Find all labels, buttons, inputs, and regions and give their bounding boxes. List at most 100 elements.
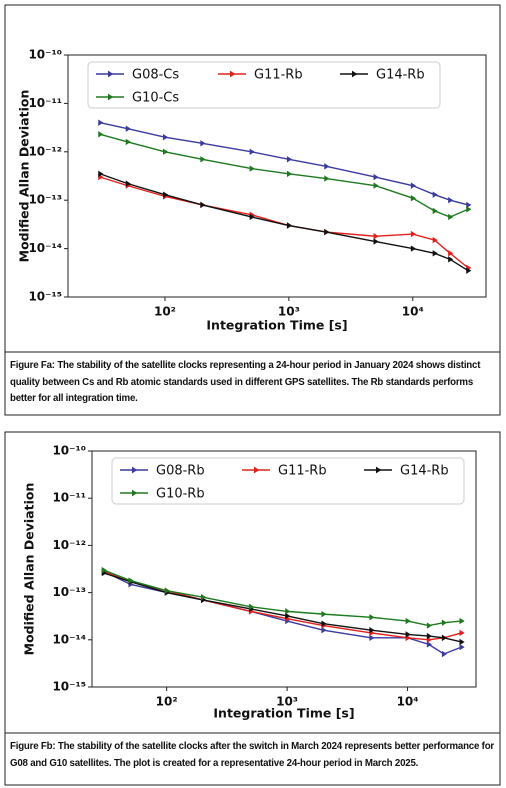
- x-tick-label: 10⁴: [397, 695, 419, 709]
- data-point: [321, 610, 327, 618]
- legend-marker: [253, 466, 260, 474]
- data-point: [101, 566, 107, 574]
- data-point: [163, 191, 169, 198]
- data-point: [432, 191, 438, 198]
- data-point: [200, 201, 206, 209]
- data-point: [249, 148, 255, 155]
- data-point: [432, 236, 438, 244]
- data-point: [285, 612, 291, 620]
- legend-label: G10-Cs: [132, 91, 179, 106]
- data-point: [459, 629, 465, 637]
- data-point: [373, 233, 379, 240]
- data-point: [163, 148, 169, 155]
- y-tick-label: 10⁻¹⁴: [52, 632, 86, 646]
- data-point: [441, 634, 448, 642]
- y-tick-label: 10⁻¹⁵: [28, 290, 62, 304]
- y-axis-label: Modified Allan Deviation: [17, 90, 32, 263]
- data-point: [98, 131, 104, 138]
- data-point: [369, 634, 375, 642]
- data-point: [369, 614, 375, 621]
- data-point: [448, 250, 454, 257]
- data-point: [373, 238, 379, 245]
- legend-marker: [351, 70, 358, 78]
- legend-label: G14-Rb: [400, 464, 449, 479]
- data-point: [248, 603, 255, 611]
- data-point: [426, 641, 432, 648]
- data-point: [410, 194, 416, 202]
- legend-label: G08-Cs: [132, 68, 179, 83]
- data-point: [164, 587, 170, 594]
- data-point: [373, 173, 379, 181]
- data-point: [128, 577, 134, 584]
- series-line: [103, 570, 462, 655]
- x-tick-label: 10³: [276, 695, 298, 709]
- data-point: [200, 156, 206, 163]
- y-tick-label: 10⁻¹⁰: [28, 48, 62, 62]
- data-point: [448, 197, 454, 204]
- y-tick-label: 10⁻¹¹: [52, 491, 86, 505]
- data-point: [410, 245, 416, 252]
- series-line: [103, 569, 462, 627]
- data-point: [324, 163, 330, 170]
- data-point: [432, 250, 438, 257]
- series-line: [99, 133, 469, 218]
- data-point: [200, 593, 207, 601]
- data-point: [405, 631, 411, 638]
- x-tick-label: 10⁴: [402, 305, 424, 319]
- x-tick-label: 10³: [278, 305, 300, 319]
- data-point: [373, 182, 379, 189]
- data-point: [98, 170, 104, 178]
- data-point: [459, 617, 465, 625]
- series-line: [103, 572, 462, 643]
- x-tick-label: 10²: [154, 305, 176, 319]
- data-point: [98, 119, 104, 126]
- data-point: [125, 180, 131, 187]
- data-point: [369, 626, 375, 634]
- data-point: [285, 608, 291, 615]
- figure-box: [4, 431, 501, 786]
- data-point: [426, 622, 432, 629]
- data-point: [286, 222, 293, 229]
- x-axis-label: Integration Time [s]: [206, 318, 347, 333]
- data-point: [286, 156, 293, 163]
- figure-caption: Figure Fb: The stability of the satellit…: [10, 741, 494, 769]
- data-point: [448, 213, 454, 221]
- data-point: [426, 632, 432, 640]
- data-point: [432, 207, 438, 215]
- y-tick-label: 10⁻¹²: [52, 538, 86, 552]
- data-point: [125, 138, 131, 146]
- data-point: [410, 230, 416, 238]
- legend-marker: [229, 70, 236, 78]
- y-axis-label: Modified Allan Deviation: [22, 483, 37, 656]
- data-point: [441, 650, 448, 658]
- data-point: [321, 620, 327, 627]
- data-point: [459, 643, 465, 651]
- data-point: [286, 170, 293, 178]
- figure-box: [4, 4, 501, 416]
- legend-label: G11-Rb: [254, 68, 303, 83]
- data-point: [324, 228, 330, 236]
- data-point: [321, 626, 327, 634]
- plot-frame: [91, 450, 477, 688]
- y-tick-label: 10⁻¹⁵: [52, 680, 86, 694]
- data-point: [163, 134, 169, 141]
- plot-frame: [67, 54, 487, 298]
- legend-marker: [107, 70, 114, 78]
- series-line: [99, 173, 469, 272]
- y-tick-label: 10⁻¹³: [52, 585, 86, 599]
- data-point: [405, 617, 411, 625]
- series-line: [100, 121, 469, 206]
- series-line: [103, 570, 462, 641]
- data-point: [466, 267, 472, 274]
- y-tick-label: 10⁻¹³: [28, 193, 62, 207]
- series-line: [99, 176, 469, 269]
- data-point: [441, 619, 448, 626]
- data-point: [410, 182, 416, 189]
- legend-label: G08-Rb: [156, 464, 205, 479]
- data-point: [249, 213, 255, 221]
- y-tick-label: 10⁻¹²: [28, 144, 62, 158]
- figure-caption: Figure Fa: The stability of the satellit…: [10, 360, 481, 404]
- data-point: [459, 638, 465, 646]
